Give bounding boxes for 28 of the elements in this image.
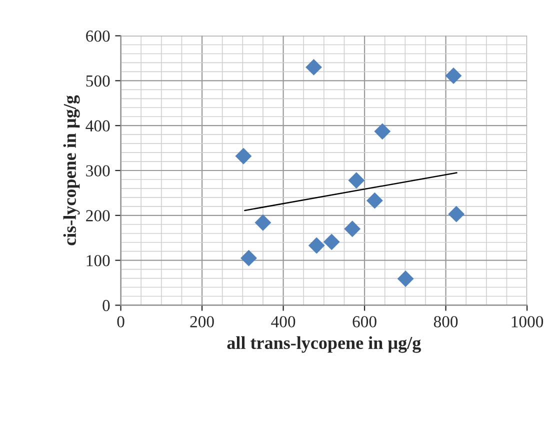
x-tick-label: 0	[117, 316, 124, 328]
y-tick-label: 600	[86, 30, 110, 42]
x-tick-label: 800	[434, 316, 458, 328]
point	[323, 234, 340, 250]
point	[306, 59, 322, 76]
point	[366, 192, 383, 209]
x-tick-label: 600	[352, 316, 376, 328]
x-tick-label: 1000	[512, 316, 544, 328]
point	[308, 237, 325, 254]
x-axis-title: all trans-lycopene in µg/g	[227, 336, 421, 353]
point	[445, 68, 462, 84]
y-tick-label: 500	[86, 75, 110, 87]
x-tick-label: 200	[190, 316, 214, 328]
point	[240, 250, 257, 266]
y-tick-label: 300	[86, 165, 110, 176]
point	[254, 214, 272, 231]
x-tick-label: 400	[271, 316, 296, 328]
point	[344, 220, 361, 238]
point	[397, 270, 414, 287]
y-axis-title: cis-lycopene in µg/g	[63, 95, 80, 246]
y-tick-label: 200	[86, 210, 110, 222]
y-tick-label: 400	[86, 120, 110, 132]
y-tick-label: 0	[102, 300, 110, 312]
y-tick-label: 100	[86, 255, 110, 266]
point	[374, 123, 391, 140]
point	[235, 148, 252, 164]
point	[348, 172, 365, 189]
point	[448, 206, 465, 222]
